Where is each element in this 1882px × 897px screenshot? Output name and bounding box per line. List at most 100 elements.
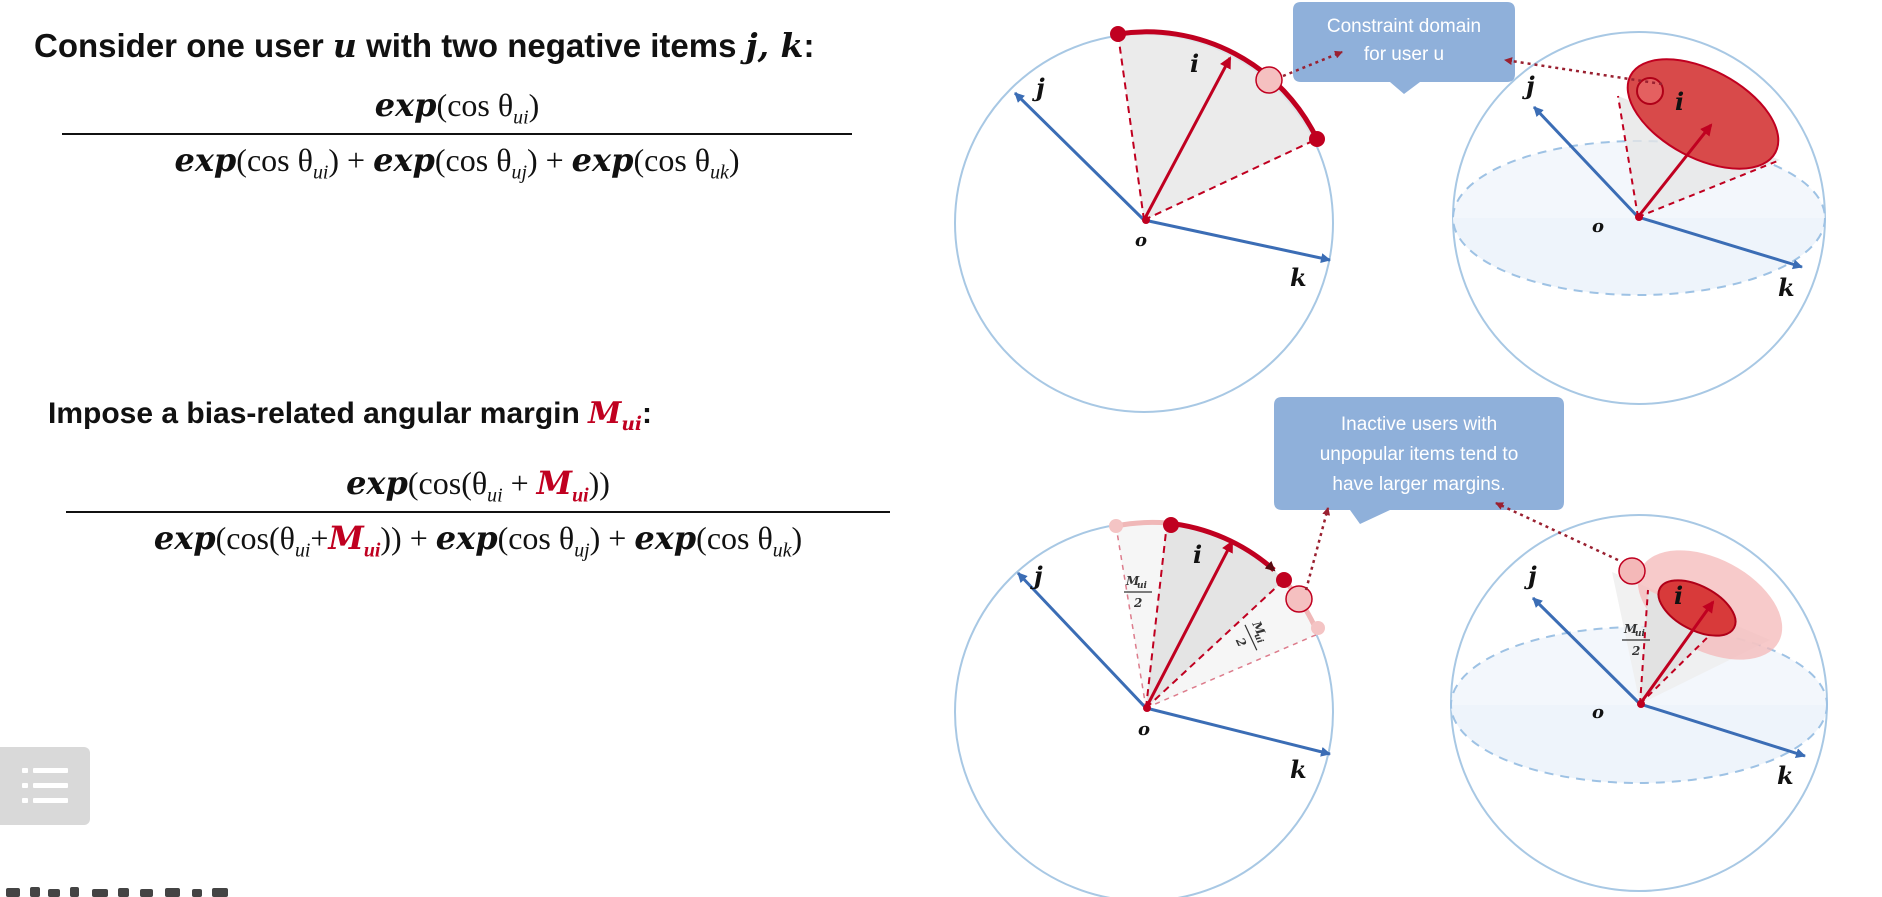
heading2-prefix: Impose a bias-related angular margin (48, 397, 589, 430)
formula2-num-fn: exp (346, 464, 408, 502)
arc-endpoint (1276, 572, 1292, 588)
label-i: i (1675, 87, 1684, 116)
formula2-den-margin: M (328, 519, 364, 558)
cone-edge-right (1639, 624, 1721, 705)
cropped-text-fragment (0, 884, 260, 897)
formula2-den-close-3: ) (791, 520, 803, 557)
label-j: j (1522, 71, 1535, 100)
margin-label-sub: ui (1251, 632, 1265, 646)
slide-menu-button[interactable] (0, 747, 90, 825)
label-k: k (1290, 263, 1307, 292)
heading2-margin-sub: ui (621, 414, 642, 435)
formula1-den-fn-2: exp (373, 141, 435, 180)
formula1-den-plus-1: + (339, 142, 374, 179)
formula2-den-fn-3: exp (634, 519, 697, 558)
heading1-middle: with two negative items (356, 27, 746, 64)
heading-consider-user: Consider one user u with two negative it… (34, 26, 814, 65)
margin-label-symbol: M (1623, 622, 1638, 636)
label-origin: o (1592, 216, 1604, 237)
formula2-den-sub-2: uj (574, 539, 590, 562)
constraint-cap (1657, 579, 1737, 637)
cone-edge-left (1639, 589, 1649, 705)
margin-endpoint (1109, 519, 1123, 533)
constraint-arc (1166, 520, 1276, 572)
origin-point (1637, 700, 1645, 708)
vector-i (1636, 123, 1713, 218)
formula1-num-fn: exp (374, 86, 437, 124)
formula2-num-margin-sub: ui (572, 484, 589, 507)
equator-fill (1453, 218, 1825, 295)
formula1-num-sub: ui (513, 106, 529, 129)
formula2-numerator: exp(cos(θui + Mui)) (338, 464, 618, 511)
user-point (1618, 557, 1646, 585)
label-j: j (1032, 73, 1045, 102)
origin-point (1635, 213, 1643, 221)
arc-endpoint (1110, 26, 1126, 42)
heading1-prefix: Consider one user (34, 27, 333, 64)
label-k: k (1778, 273, 1795, 302)
label-i: i (1190, 49, 1199, 78)
vector-k (1637, 215, 1803, 270)
formula1-den-text-2: (cos θ (434, 142, 512, 179)
formula2-den-plus-2: + (600, 520, 635, 557)
formula2-den-close-1: )) (380, 520, 402, 557)
arc-endpoint (1309, 131, 1325, 147)
label-i: i (1193, 540, 1202, 569)
formula2-den-fn-1: exp (153, 519, 216, 558)
formula2-num-open: (cos(θ (407, 465, 488, 501)
margin-bound-left (1115, 525, 1147, 709)
cone-edge-right (1637, 159, 1781, 218)
vector-j (1013, 91, 1146, 222)
margin-label-sub: ui (1137, 581, 1148, 591)
formula1-num-close: ) (528, 87, 540, 123)
callout-top-line-1: Constraint domain (1327, 16, 1481, 37)
vector-j (1531, 596, 1642, 706)
user-point (1636, 77, 1664, 105)
formula1-den-fn-1: exp (174, 141, 237, 180)
margin-endpoint (1311, 621, 1325, 635)
formula2-den-text-3: (cos θ (696, 520, 773, 557)
formula2-den-sub-3: uk (772, 539, 792, 562)
label-k: k (1777, 761, 1794, 790)
formula2-den-text-2: (cos θ (497, 520, 575, 557)
margin-label-left: M ui 2 (1124, 574, 1152, 610)
label-origin: o (1135, 230, 1147, 251)
margin-label-bar (1244, 624, 1258, 651)
callout-top-line-2: for user u (1364, 44, 1444, 65)
vector-j (1016, 571, 1148, 710)
callout-bottom-line-1: Inactive users with (1341, 414, 1497, 435)
equator-ellipse (1450, 626, 1828, 784)
heading2-margin-symbol: M (588, 396, 622, 431)
formula1-den-text-3: (cos θ (633, 142, 711, 179)
margin-label-sub: ui (1635, 629, 1646, 639)
equator-fill (1451, 705, 1827, 783)
callout-larger-margins: Inactive users with unpopular items tend… (1274, 397, 1619, 591)
formula1-den-plus-2: + (537, 142, 572, 179)
diagram-bottom-right: M ui 2 j i k o (1450, 514, 1828, 892)
vector-j (1532, 105, 1640, 219)
callout-pointer-left (1304, 507, 1331, 591)
margin-label-symbol: M (1249, 618, 1268, 638)
formula1-den-close-1: ) (328, 142, 340, 179)
cone-edge-left (1617, 95, 1639, 218)
origin-point (1143, 704, 1151, 712)
callout-pointer-right (1504, 57, 1663, 86)
softmax-formula: exp(cos θui) exp(cos θui) + exp(cos θuj)… (62, 86, 852, 185)
label-i: i (1674, 581, 1683, 610)
fraction-bar (62, 133, 852, 136)
margin-bound-right (1145, 633, 1319, 709)
vector-k (1145, 706, 1331, 757)
formula2-num-close: )) (588, 465, 610, 501)
constraint-cap (1626, 58, 1780, 170)
dashed-bound-right (1145, 579, 1285, 709)
formula2-den-fn-2: exp (435, 519, 498, 558)
formula1-den-fn-3: exp (571, 141, 634, 180)
constraint-sector (1146, 523, 1284, 708)
formula1-den-sub-3: uk (710, 161, 729, 184)
formula1-num-text: (cos θ (436, 87, 514, 123)
diagram-top-right: j i k o (1452, 31, 1826, 405)
label-j: j (1030, 561, 1043, 590)
callout-bottom-line-2: unpopular items tend to (1320, 444, 1519, 465)
constraint-sector (1118, 31, 1317, 220)
